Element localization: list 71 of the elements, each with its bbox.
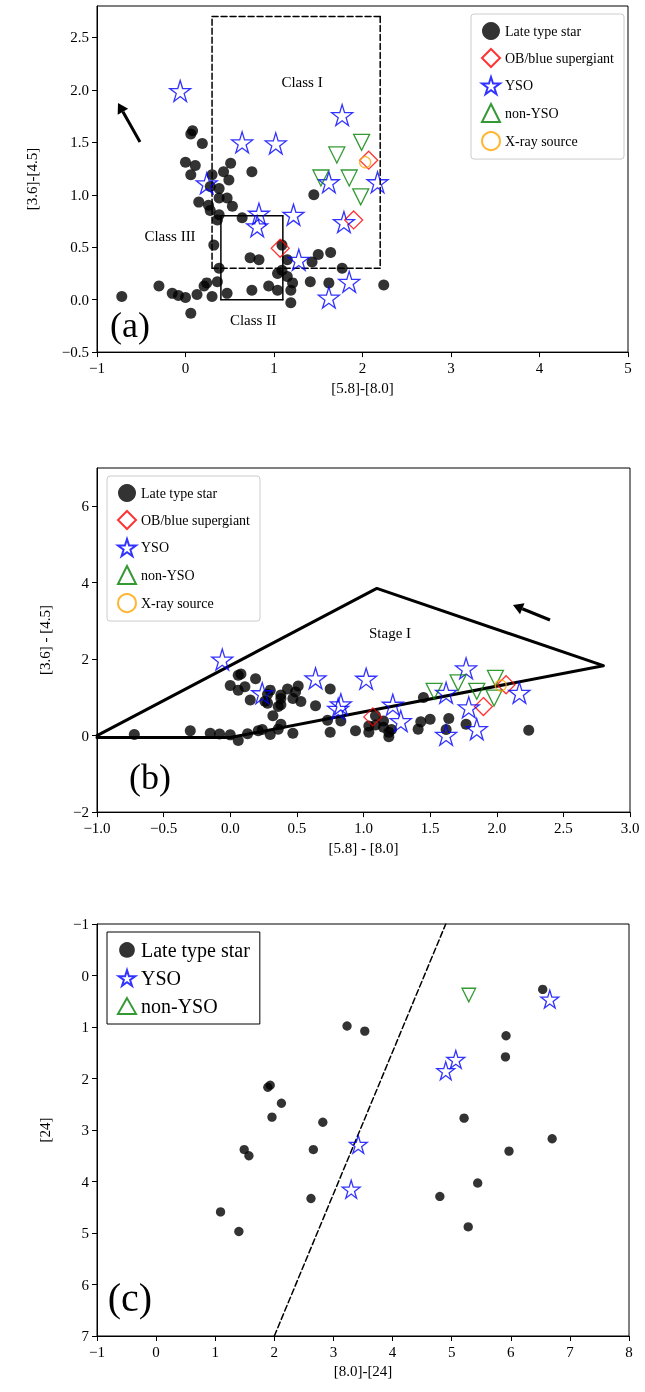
y-tick-label: −0.5 [61,344,89,361]
y-axis-title: [24] [36,1117,53,1143]
x-tick-label: 7 [566,1343,575,1360]
legend-label: OB/blue supergiant [504,50,615,66]
y-tick-label: 0 [81,967,89,984]
x-tick-label: 3.0 [620,819,640,836]
legend-label: Late type star [141,939,251,962]
legend-label: YSO [141,540,170,556]
y-tick-label: 1.5 [70,134,89,151]
x-axis-title: [8.0]-[24] [333,1363,393,1380]
x-tick-label: 2.0 [487,819,507,836]
y-tick-label: 2.0 [70,81,89,98]
annotation: Stage I [368,625,412,641]
x-tick-label: 6 [507,1343,516,1360]
y-tick-label: 1.0 [70,186,89,203]
legend-label: non-YSO [504,105,559,121]
x-tick-label: 8 [625,1343,633,1360]
legend-label: YSO [141,967,182,989]
y-tick-label: 2.5 [70,29,89,46]
annotation: (c) [107,1274,153,1320]
x-tick-label: 0 [152,1343,160,1360]
x-tick-label: 0.5 [287,819,307,836]
annotation: (b) [129,757,171,797]
x-tick-label: 3 [329,1343,338,1360]
x-tick-label: 0.0 [220,819,240,836]
x-tick-label: 1.5 [420,819,440,836]
annotation: Class I [281,74,323,90]
legend-label: non-YSO [141,567,195,583]
annotation: (a) [110,305,150,345]
x-tick-label: 2.5 [554,819,573,836]
y-tick-label: 3 [81,1122,89,1138]
y-tick-label: 1 [81,1019,89,1035]
x-tick-label: −1.0 [83,819,111,836]
y-tick-label: 2 [81,651,89,668]
y-tick-label: 5 [81,1225,89,1241]
y-tick-label: −2 [73,804,89,821]
y-tick-label: 4 [81,574,90,591]
y-axis-title: [3.6] - [4.5] [36,605,53,676]
x-tick-label: 4 [535,359,544,376]
y-tick-label: 6 [81,1276,90,1293]
x-tick-label: 5 [624,359,632,376]
x-tick-label: 5 [447,1343,456,1360]
y-tick-label: 2 [81,1070,89,1087]
x-tick-label: 2 [270,1343,279,1360]
y-tick-label: 0.5 [70,239,89,256]
y-tick-label: 0 [81,727,89,744]
legend-label: Late type star [504,23,582,39]
legend-label: non-YSO [141,995,218,1017]
legend-label: X-ray source [141,595,214,611]
y-tick-label: 6 [81,498,90,515]
y-tick-label: 0.0 [70,291,89,308]
x-tick-label: 2 [358,359,367,376]
legend-label: YSO [504,78,534,94]
annotation: Class II [229,312,277,328]
x-tick-label: 4 [388,1343,397,1360]
legend-label: X-ray source [504,133,578,149]
legend-label: OB/blue supergiant [141,512,251,528]
x-tick-label: 1 [211,1343,219,1360]
x-tick-label: 1.0 [354,819,373,836]
x-axis-title: [5.8] - [8.0] [328,839,399,856]
x-tick-label: 1 [270,359,278,376]
x-tick-label: 0 [181,359,190,376]
x-axis-title: [5.8]-[8.0] [331,379,394,396]
y-tick-label: 7 [81,1328,90,1344]
annotation: Class III [144,228,196,244]
y-axis-title: [3.6]-[4.5] [23,147,40,211]
x-tick-label: 3 [447,359,455,376]
legend-label: Late type star [141,485,218,501]
x-tick-label: −0.5 [150,819,178,836]
y-tick-label: −1 [73,916,89,932]
y-tick-label: 4 [81,1173,90,1190]
